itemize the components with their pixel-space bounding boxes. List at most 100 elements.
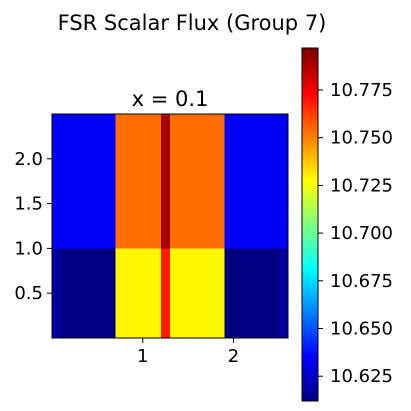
colorbar-swatch (302, 199, 318, 202)
colorbar-swatch (302, 173, 318, 176)
colorbar-swatch (302, 329, 318, 332)
colorbar-swatch (302, 202, 318, 205)
colorbar-swatch (302, 370, 318, 373)
colorbar-swatch (302, 144, 318, 147)
colorbar-swatch (302, 279, 318, 282)
colorbar-swatch (302, 247, 318, 250)
colorbar-swatch (302, 213, 318, 216)
colorbar-swatch (302, 296, 318, 299)
colorbar-swatch (302, 398, 318, 401)
colorbar-swatch (302, 243, 318, 246)
colorbar-swatch (302, 206, 318, 209)
colorbar-swatch (302, 387, 318, 390)
heatmap-cell (160, 114, 170, 249)
colorbar-swatch (302, 74, 318, 77)
colorbar-swatch (302, 307, 318, 310)
colorbar-swatch (302, 63, 318, 66)
colorbar-swatch (302, 90, 318, 93)
colorbar-swatch (302, 267, 318, 270)
colorbar-swatch (302, 385, 318, 388)
colorbar-swatch (302, 380, 318, 383)
colorbar-swatch (302, 254, 318, 257)
colorbar-swatch (302, 155, 318, 158)
colorbar-swatch (302, 49, 318, 52)
colorbar-swatch (302, 191, 318, 194)
colorbar-swatch (302, 225, 318, 228)
colorbar-swatch (302, 116, 318, 119)
y-tick-label: 1.5 (14, 194, 43, 215)
colorbar-swatch (302, 162, 318, 165)
colorbar-swatch (302, 130, 318, 133)
colorbar-swatch (302, 190, 318, 193)
colorbar-swatch (302, 278, 318, 281)
colorbar-swatch (302, 265, 318, 268)
colorbar-swatch (302, 147, 318, 150)
colorbar-swatch (302, 308, 318, 311)
colorbar-swatch (302, 303, 318, 306)
colorbar-swatch (302, 347, 318, 350)
colorbar-swatch (302, 85, 318, 88)
colorbar-swatch (302, 163, 318, 166)
colorbar-swatch (302, 388, 318, 391)
colorbar-swatch (302, 111, 318, 114)
colorbar-swatch (302, 250, 318, 253)
heatmap-cell (52, 114, 116, 249)
y-tick-label: 0.5 (14, 283, 43, 304)
colorbar-swatch (302, 87, 318, 90)
colorbar-swatch (302, 167, 318, 170)
colorbar-swatch (302, 373, 318, 376)
colorbar-swatch (302, 392, 318, 395)
colorbar-swatch (302, 114, 318, 117)
colorbar-swatch (302, 355, 318, 358)
colorbar-swatch (302, 312, 318, 315)
colorbar-swatch (302, 194, 318, 197)
heatmap-cell (52, 248, 62, 338)
colorbar-swatch (302, 181, 318, 184)
colorbar-swatch (302, 176, 318, 179)
heatmap-cells (52, 114, 288, 338)
colorbar-swatch (302, 100, 318, 103)
heatmap-cell (224, 114, 288, 249)
colorbar-swatch (302, 64, 318, 67)
colorbar-swatch (302, 330, 318, 333)
heatmap-cell (278, 248, 288, 338)
colorbar-swatch (302, 253, 318, 256)
colorbar-swatch (302, 260, 318, 263)
colorbar-swatch (302, 57, 318, 60)
colorbar-swatch (302, 301, 318, 304)
heatmap-cell (61, 248, 116, 338)
colorbar-swatch (302, 298, 318, 301)
colorbar-swatch (302, 170, 318, 173)
colorbar-tick-label: 10.675 (330, 271, 393, 292)
colorbar-swatch (302, 383, 318, 386)
colorbar-swatch (302, 127, 318, 130)
colorbar-swatch (302, 92, 318, 95)
colorbar-swatch (302, 216, 318, 219)
colorbar-swatch (302, 384, 318, 387)
colorbar-swatch (302, 67, 318, 70)
y-axis: 0.5 1.0 1.5 2.0 (14, 149, 52, 304)
colorbar-swatch (302, 152, 318, 155)
colorbar-swatch (302, 188, 318, 191)
colorbar-swatch (302, 220, 318, 223)
colorbar-swatch (302, 361, 318, 363)
colorbar-swatch (302, 165, 318, 168)
colorbar-swatch (302, 256, 318, 259)
colorbar-swatch (302, 389, 318, 392)
colorbar-swatch (302, 344, 318, 347)
heatmap-cell (170, 248, 225, 338)
colorbar-swatch (302, 354, 318, 357)
colorbar-swatch (302, 318, 318, 321)
colorbar-swatch (302, 378, 318, 381)
colorbar-tick-label: 10.725 (330, 175, 393, 196)
colorbar-swatch (302, 125, 318, 128)
colorbar-swatch (302, 223, 318, 226)
colorbar-swatch (302, 56, 318, 59)
colorbar-swatch (302, 110, 318, 113)
colorbar-swatch (302, 325, 318, 328)
colorbar-tick-label: 10.625 (330, 366, 393, 387)
colorbar-swatch (302, 338, 318, 341)
colorbar-swatch (302, 369, 318, 372)
colorbar-swatch (302, 283, 318, 286)
colorbar-swatch (302, 214, 318, 217)
